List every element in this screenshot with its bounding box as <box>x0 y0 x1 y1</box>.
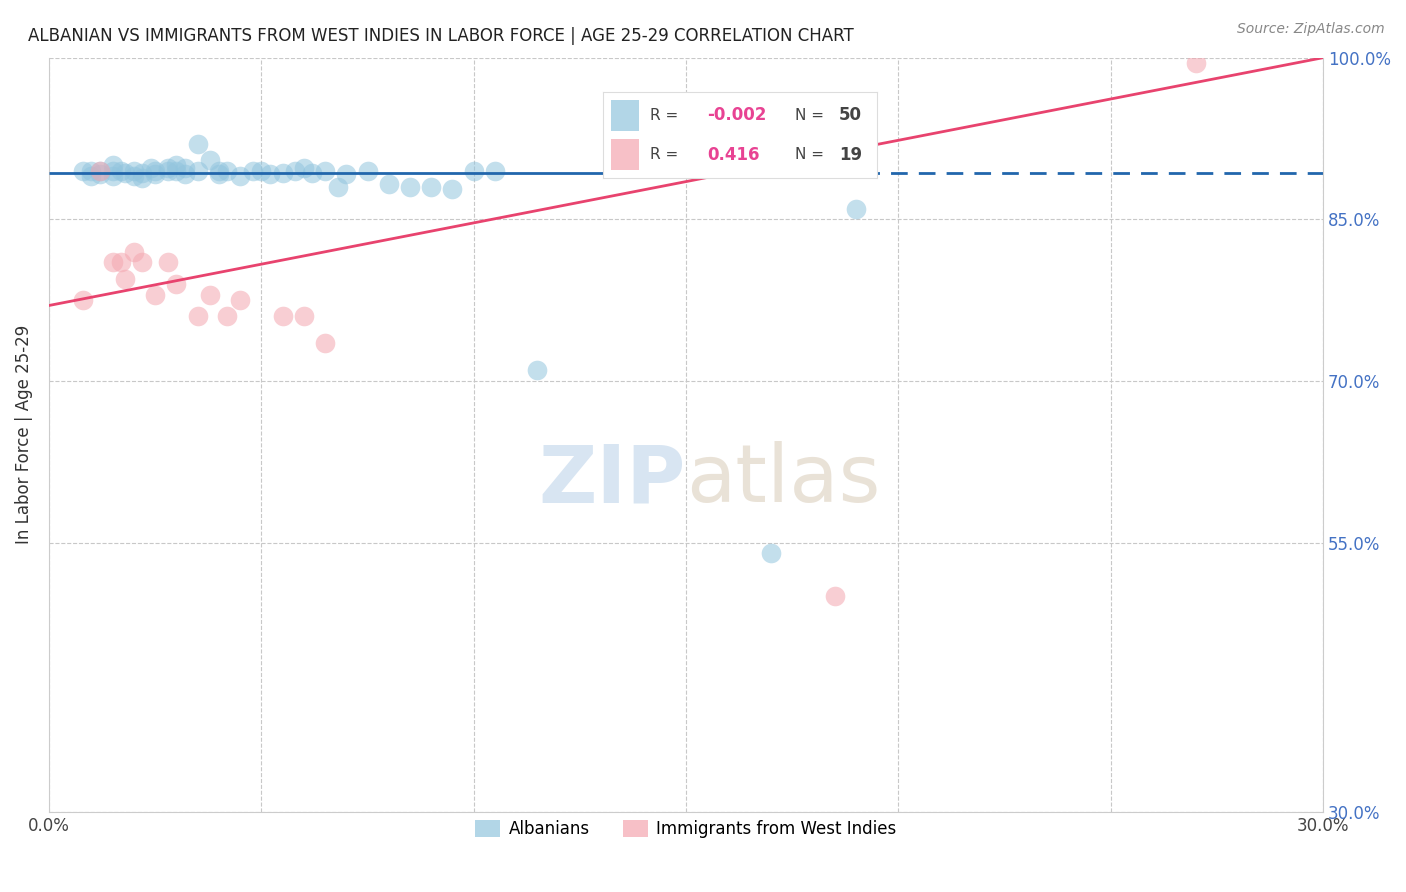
Y-axis label: In Labor Force | Age 25-29: In Labor Force | Age 25-29 <box>15 326 32 544</box>
Point <box>187 136 209 151</box>
Point <box>89 167 111 181</box>
Point <box>156 255 179 269</box>
Text: ZIP: ZIP <box>538 441 686 519</box>
Text: Source: ZipAtlas.com: Source: ZipAtlas.com <box>1237 22 1385 37</box>
Point <box>139 161 162 175</box>
Point <box>242 163 264 178</box>
Point <box>131 171 153 186</box>
Point <box>156 163 179 178</box>
Point <box>292 161 315 175</box>
Point <box>284 163 307 178</box>
Point <box>271 310 294 324</box>
Point <box>156 161 179 175</box>
Point <box>292 310 315 324</box>
Point <box>420 180 443 194</box>
Point <box>187 163 209 178</box>
Point <box>110 255 132 269</box>
Point <box>89 163 111 178</box>
Point <box>173 167 195 181</box>
Point <box>208 167 231 181</box>
Point <box>356 163 378 178</box>
Text: ALBANIAN VS IMMIGRANTS FROM WEST INDIES IN LABOR FORCE | AGE 25-29 CORRELATION C: ALBANIAN VS IMMIGRANTS FROM WEST INDIES … <box>28 27 853 45</box>
Point <box>1184 56 1206 70</box>
Point <box>229 169 252 184</box>
Point <box>72 163 94 178</box>
Point <box>326 180 349 194</box>
Point <box>101 255 124 269</box>
Point <box>399 180 422 194</box>
Point <box>526 363 548 377</box>
Point <box>314 163 336 178</box>
Point <box>101 163 124 178</box>
Point <box>824 590 846 604</box>
Point <box>200 287 222 301</box>
Point <box>463 163 485 178</box>
Point <box>484 163 506 178</box>
Point <box>80 169 103 184</box>
Point <box>122 169 145 184</box>
Point <box>229 293 252 307</box>
Point <box>110 163 132 178</box>
Legend: Albanians, Immigrants from West Indies: Albanians, Immigrants from West Indies <box>468 814 904 845</box>
Point <box>131 255 153 269</box>
Point <box>187 310 209 324</box>
Point <box>80 163 103 178</box>
Point <box>143 163 166 178</box>
Point <box>200 153 222 167</box>
Point <box>122 244 145 259</box>
Point <box>165 163 187 178</box>
Point <box>314 336 336 351</box>
Point <box>759 546 782 560</box>
Point <box>335 167 357 181</box>
Point <box>217 163 239 178</box>
Point <box>165 158 187 172</box>
Point <box>441 182 464 196</box>
Point <box>301 166 323 180</box>
Point <box>165 277 187 291</box>
Point <box>208 163 231 178</box>
Point <box>250 163 273 178</box>
Point <box>377 177 399 191</box>
Point <box>143 287 166 301</box>
Point <box>114 271 136 285</box>
Point <box>143 167 166 181</box>
Point <box>217 310 239 324</box>
Point <box>122 163 145 178</box>
Point <box>271 166 294 180</box>
Point <box>101 158 124 172</box>
Point <box>845 202 868 216</box>
Point <box>131 166 153 180</box>
Point <box>101 169 124 184</box>
Point <box>72 293 94 307</box>
Point <box>114 166 136 180</box>
Point <box>259 167 281 181</box>
Point <box>89 163 111 178</box>
Point <box>173 161 195 175</box>
Text: atlas: atlas <box>686 441 880 519</box>
